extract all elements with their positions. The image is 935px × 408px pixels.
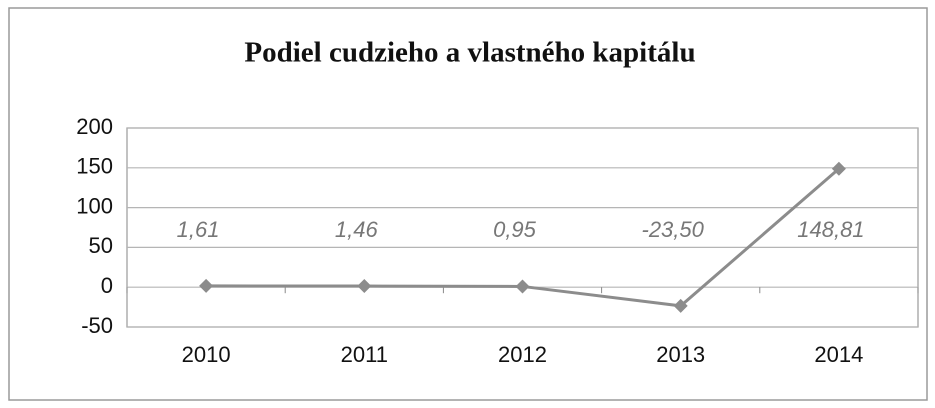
data-point — [357, 279, 372, 294]
y-tick-label: 100 — [76, 193, 113, 218]
y-tick-label: -50 — [81, 313, 113, 338]
x-tick-label: 2010 — [182, 342, 231, 367]
data-point — [831, 161, 846, 176]
data-label: -23,50 — [642, 217, 705, 242]
chart-border — [8, 7, 928, 401]
data-point — [199, 278, 214, 293]
data-point — [515, 279, 530, 294]
y-tick-label: 50 — [89, 233, 113, 258]
data-label: 1,46 — [335, 217, 379, 242]
data-point — [673, 298, 688, 313]
chart-title: Podiel cudzieho a vlastného kapitálu — [244, 37, 695, 69]
data-label: 0,95 — [493, 217, 537, 242]
x-tick-label: 2014 — [814, 342, 863, 367]
data-label: 1,61 — [177, 217, 220, 242]
y-tick-label: 200 — [76, 114, 113, 139]
x-tick-label: 2013 — [656, 342, 705, 367]
x-tick-label: 2012 — [498, 342, 547, 367]
y-tick-label: 150 — [76, 154, 113, 179]
x-tick-label: 2011 — [341, 342, 388, 367]
y-tick-label: 0 — [101, 273, 113, 298]
data-label: 148,81 — [797, 217, 864, 242]
